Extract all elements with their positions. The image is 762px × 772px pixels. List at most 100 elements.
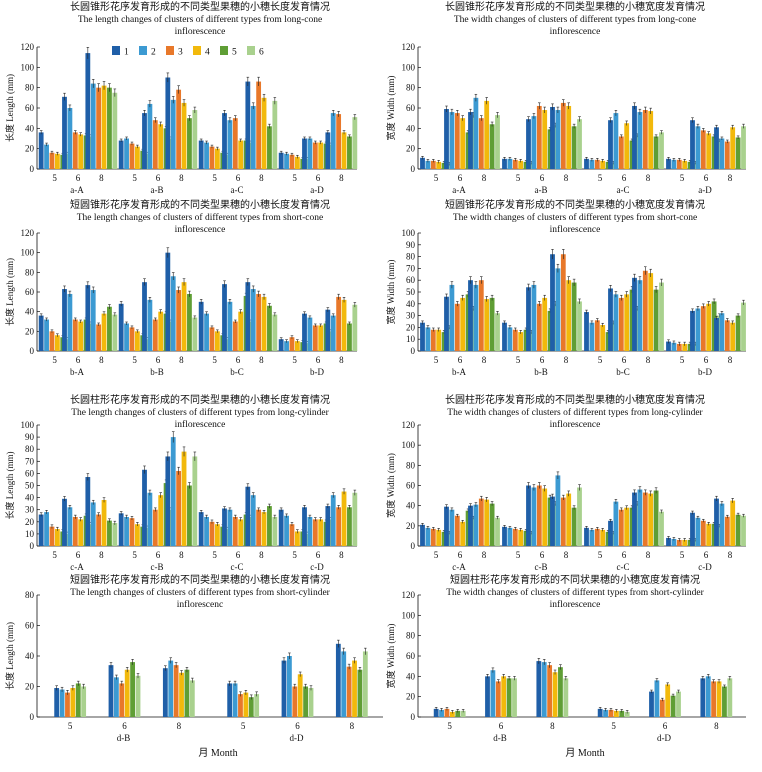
group-label: b-B: [150, 367, 164, 377]
month-tick-label: 8: [177, 721, 182, 731]
group-label: a-C: [617, 185, 630, 195]
month-tick-label: 5: [68, 721, 73, 731]
month-tick-label: 5: [434, 550, 439, 560]
y-tick-label: 20: [406, 521, 416, 531]
bar: [648, 111, 653, 169]
month-tick-label: 8: [99, 550, 104, 560]
bar: [62, 97, 67, 169]
bar: [595, 320, 600, 351]
legend-swatch: [220, 46, 228, 55]
bar: [107, 307, 112, 351]
month-tick-label: 6: [316, 173, 321, 183]
bar: [267, 126, 272, 169]
bar: [624, 508, 629, 546]
y-tick-label: 60: [25, 621, 35, 631]
bar: [148, 493, 153, 546]
bar: [185, 670, 190, 717]
bar: [148, 104, 153, 169]
month-tick-label: 8: [550, 721, 555, 731]
y-tick-label: 20: [406, 692, 416, 702]
bar: [336, 297, 341, 351]
bar: [720, 139, 725, 170]
bar: [474, 285, 479, 351]
bar: [706, 304, 711, 351]
bar: [233, 118, 238, 169]
month-tick-label: 8: [646, 355, 651, 365]
bar: [619, 298, 624, 351]
bar: [526, 486, 531, 547]
bar: [215, 331, 220, 351]
month-tick-label: 8: [339, 355, 344, 365]
y-tick-label: 60: [25, 468, 35, 478]
month-tick-label: 8: [259, 550, 264, 560]
month-tick-label: 6: [236, 173, 241, 183]
chart-title-en-cont: inflorescence: [550, 26, 601, 37]
group-label: b-D: [310, 367, 324, 377]
bar: [204, 143, 209, 169]
chart-p7: 短圆锥形花序发育形成的不同类型果穗的小穗长度发育情况The length cha…: [4, 573, 383, 743]
bar: [600, 325, 605, 351]
bar: [290, 155, 295, 169]
bar: [228, 120, 233, 169]
bar: [309, 688, 314, 717]
bar: [238, 519, 243, 546]
month-tick-label: 8: [179, 173, 184, 183]
bar: [595, 529, 600, 546]
y-tick-label: 0: [30, 346, 35, 356]
bar: [491, 670, 496, 717]
y-tick-label: 10: [25, 529, 35, 539]
bar: [210, 147, 215, 169]
bar: [659, 132, 664, 169]
bar: [741, 303, 746, 351]
bar: [725, 142, 730, 169]
bar: [112, 93, 117, 169]
chart-title-cn: 短圆柱形花序发育形成的不同状果穗的小穗宽度发育情况: [450, 573, 700, 586]
y-tick-label: 60: [406, 481, 416, 491]
bar: [325, 132, 330, 169]
bar: [222, 284, 227, 351]
bar: [199, 512, 204, 546]
bar: [671, 696, 676, 717]
group-label: b-C: [230, 367, 244, 377]
bar: [336, 114, 341, 169]
bar: [696, 518, 701, 546]
month-tick-label: 5: [516, 173, 521, 183]
bar: [654, 136, 659, 169]
month-tick-label: 5: [52, 550, 57, 560]
bar: [490, 298, 495, 351]
bar: [532, 488, 537, 546]
bar: [171, 437, 176, 546]
bar: [556, 110, 561, 169]
bar: [352, 305, 357, 351]
bar: [44, 145, 49, 169]
bar: [450, 285, 455, 351]
bar: [318, 519, 323, 546]
bar: [561, 498, 566, 546]
bar: [174, 665, 179, 717]
month-label-right: 月 Month: [565, 747, 604, 759]
chart-title-en-cont: inflorescence: [175, 224, 226, 235]
bar: [136, 676, 141, 717]
y-tick-label: 80: [25, 590, 35, 600]
bar: [302, 314, 307, 351]
y-tick-label: 40: [25, 123, 35, 133]
bar: [655, 680, 660, 717]
bar: [78, 134, 83, 169]
bar: [302, 139, 307, 170]
group-label: c-A: [70, 562, 84, 572]
bar: [114, 677, 119, 717]
bar: [135, 331, 140, 351]
bar: [556, 268, 561, 351]
bar: [542, 110, 547, 169]
bar: [233, 517, 238, 546]
bar: [325, 506, 330, 546]
bar: [518, 332, 523, 351]
bar: [638, 280, 643, 351]
bar: [313, 519, 318, 546]
bar: [736, 515, 741, 546]
bar: [245, 82, 250, 169]
y-tick-label: 80: [406, 83, 416, 93]
bar: [228, 302, 233, 351]
bar: [153, 510, 158, 546]
